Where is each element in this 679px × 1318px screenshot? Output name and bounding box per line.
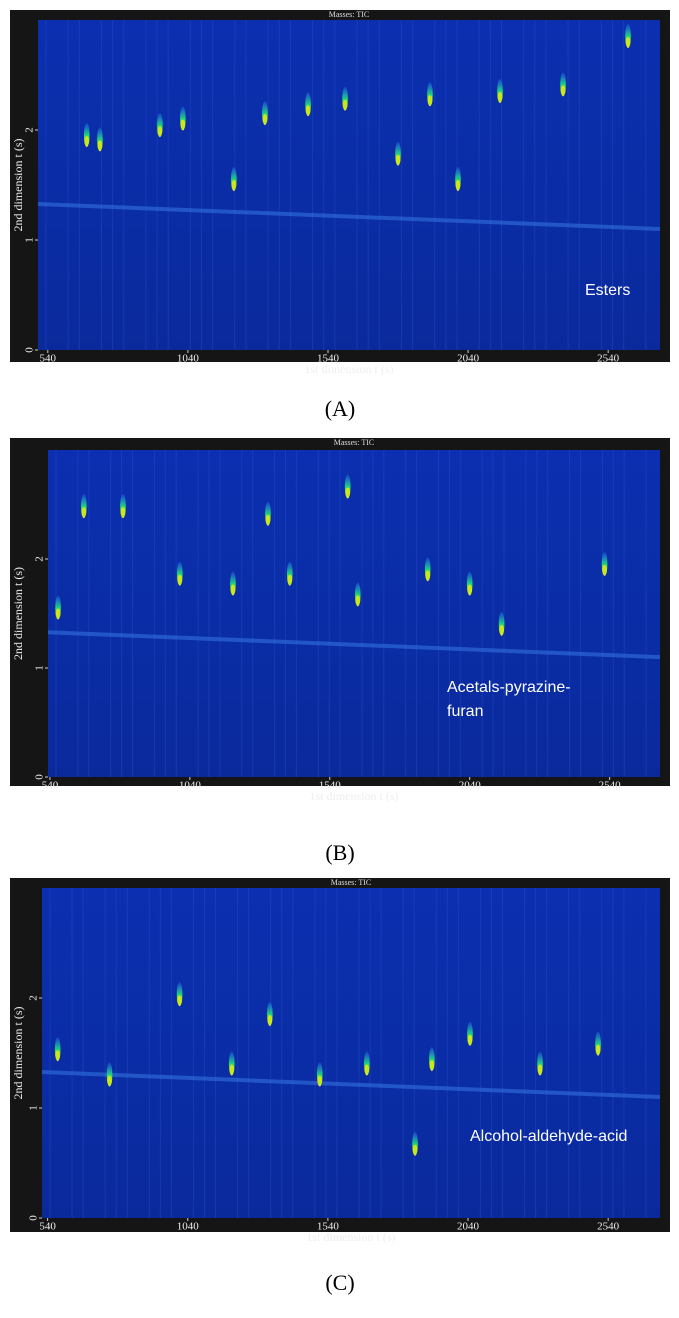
x-axis-label: 1st dimension t (s) [305, 362, 394, 376]
x-tick-label: 1540 [317, 353, 340, 365]
peak-core [625, 37, 631, 47]
peak-core [267, 1015, 273, 1025]
y-axis-label: 2nd dimension t (s) [11, 139, 25, 232]
peak-core [467, 1034, 473, 1045]
peak-core [364, 1064, 370, 1075]
peak-core [427, 95, 433, 106]
peak-core [262, 114, 268, 124]
y-tick-label: 0 [24, 347, 36, 353]
x-axis-label: 1st dimension t (s) [307, 1230, 396, 1244]
x-tick-label: 2540 [599, 780, 622, 792]
annotation: Alcohol-aldehyde-acid [470, 1128, 627, 1145]
peak-core [455, 180, 461, 190]
peak-core [84, 136, 90, 146]
peak-core [97, 140, 103, 151]
panel-label: (C) [325, 1270, 354, 1295]
panel-label: (B) [325, 840, 354, 865]
y-tick-label: 2 [34, 556, 46, 562]
y-tick-label: 0 [28, 1215, 40, 1221]
peak-core [177, 995, 183, 1006]
x-tick-label: 1040 [177, 353, 200, 365]
peak-core [287, 574, 293, 585]
peak-core [55, 1050, 61, 1061]
peak-core [602, 564, 607, 575]
peak-core [412, 1144, 418, 1155]
x-tick-label: 540 [40, 353, 57, 365]
peak-core [180, 119, 186, 130]
peak-core [107, 1075, 112, 1086]
peak-core [355, 595, 361, 606]
y-tick-label: 1 [24, 237, 36, 243]
x-tick-label: 2040 [457, 353, 480, 365]
x-tick-label: 1040 [179, 780, 202, 792]
peak-core [499, 624, 505, 635]
x-axis-label: 1st dimension t (s) [310, 789, 399, 803]
peak-core [342, 99, 348, 110]
peak-core [560, 85, 566, 96]
y-tick-label: 1 [28, 1105, 40, 1111]
peak-core [81, 507, 87, 518]
peak-core [231, 180, 237, 190]
peak-core [467, 584, 473, 595]
y-tick-label: 0 [34, 774, 46, 780]
plot-title: Masses: TIC [329, 10, 370, 19]
x-tick-label: 540 [42, 780, 59, 792]
peak-core [429, 1060, 435, 1071]
plot-title: Masses: TIC [334, 438, 375, 447]
peak-core [230, 584, 236, 595]
baseline-band [37, 202, 661, 231]
x-tick-label: 2540 [597, 1221, 620, 1233]
baseline-band [47, 630, 661, 660]
x-tick-label: 1540 [319, 780, 342, 792]
peak-core [595, 1044, 601, 1055]
peak-core [497, 92, 503, 102]
x-tick-label: 1540 [317, 1221, 340, 1233]
peak-core [229, 1064, 235, 1075]
x-tick-label: 2040 [459, 780, 482, 792]
y-axis-label: 2nd dimension t (s) [11, 1007, 25, 1100]
peak-core [305, 105, 311, 116]
x-tick-label: 2040 [457, 1221, 480, 1233]
peak-core [120, 507, 126, 518]
x-tick-label: 2540 [597, 353, 620, 365]
peak-core [177, 574, 183, 585]
peak-core [345, 487, 351, 498]
peak-core [395, 154, 401, 165]
x-tick-label: 1040 [177, 1221, 200, 1233]
peak-core [55, 608, 61, 619]
annotation: Acetals-pyrazine- [447, 679, 571, 696]
annotation: Esters [585, 282, 630, 299]
plot-area [38, 20, 660, 350]
peak-core [317, 1075, 323, 1086]
y-axis-label: 2nd dimension t (s) [11, 567, 25, 660]
panel-label: (A) [325, 396, 356, 421]
peak-core [157, 126, 163, 137]
y-tick-label: 2 [28, 995, 40, 1001]
peak-core [537, 1064, 543, 1075]
x-tick-label: 540 [39, 1221, 56, 1233]
y-tick-label: 2 [24, 127, 36, 133]
peak-core [425, 570, 431, 581]
y-tick-label: 1 [34, 665, 46, 671]
plot-title: Masses: TIC [331, 878, 372, 887]
plot-area [48, 450, 660, 777]
plot-area [42, 888, 660, 1218]
baseline-band [41, 1070, 661, 1099]
peak-core [265, 514, 271, 525]
annotation: furan [447, 703, 483, 720]
